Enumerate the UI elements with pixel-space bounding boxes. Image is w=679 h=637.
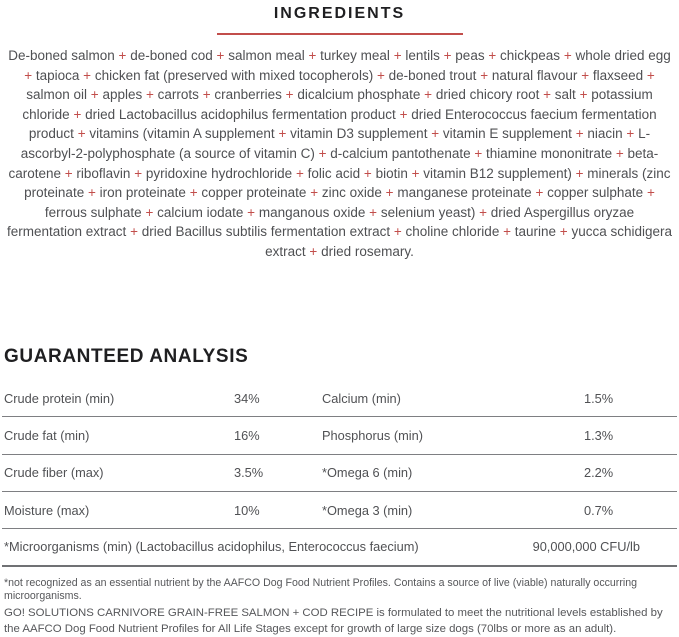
plus-separator: + bbox=[535, 185, 544, 201]
microorganisms-row: *Microorganisms (min) (Lactobacillus aci… bbox=[2, 529, 677, 567]
ga-value-right: 0.7% bbox=[584, 502, 614, 518]
plus-separator: + bbox=[376, 67, 385, 83]
ga-label-left: Crude fiber (max) bbox=[4, 465, 104, 481]
guaranteed-analysis-table: Crude protein (min) 34% Calcium (min) 1.5% C… bbox=[2, 380, 677, 567]
plus-separator: + bbox=[202, 87, 211, 103]
plus-separator: + bbox=[581, 67, 590, 83]
plus-separator: + bbox=[278, 126, 287, 142]
plus-separator: + bbox=[543, 87, 552, 103]
plus-separator: + bbox=[310, 185, 319, 201]
plus-separator: + bbox=[64, 165, 73, 181]
plus-separator: + bbox=[393, 224, 402, 240]
ingredients-text: De-boned salmon + de-boned cod + salmon … bbox=[7, 48, 673, 259]
guaranteed-analysis-rows: Crude protein (min) 34% Calcium (min) 1.5% C… bbox=[2, 380, 677, 530]
plus-separator: + bbox=[563, 48, 572, 63]
plus-separator: + bbox=[431, 126, 440, 142]
plus-separator: + bbox=[443, 48, 452, 63]
plus-separator: + bbox=[87, 185, 96, 201]
plus-separator: + bbox=[479, 204, 488, 220]
ga-value-right: 1.5% bbox=[584, 390, 614, 406]
plus-separator: + bbox=[189, 185, 198, 201]
plus-separator: + bbox=[308, 48, 317, 63]
plus-separator: + bbox=[488, 48, 497, 63]
ga-value-left: 16% bbox=[234, 427, 260, 443]
plus-separator: + bbox=[146, 87, 154, 103]
ga-label-right: Phosphorus (min) bbox=[322, 427, 423, 443]
plus-separator: + bbox=[130, 224, 138, 240]
plus-separator: + bbox=[309, 243, 318, 259]
plus-separator: + bbox=[385, 185, 394, 201]
plus-separator: + bbox=[285, 87, 294, 103]
plus-separator: + bbox=[626, 126, 635, 142]
plus-separator: + bbox=[575, 165, 584, 181]
table-row: Crude fat (min) 16% Phosphorus (min) 1.3% bbox=[2, 417, 677, 455]
aafco-footnote: *not recognized as an essential nutrient… bbox=[4, 577, 638, 602]
plus-separator: + bbox=[363, 165, 372, 181]
ga-label-left: Crude protein (min) bbox=[4, 390, 115, 406]
ga-value-left: 10% bbox=[234, 502, 260, 518]
plus-separator: + bbox=[424, 87, 433, 103]
microorganisms-label: *Microorganisms (min) (Lactobacillus aci… bbox=[4, 539, 419, 555]
plus-separator: + bbox=[73, 106, 82, 122]
plus-separator: + bbox=[83, 67, 92, 83]
plus-separator: + bbox=[579, 87, 588, 103]
ga-value-right: 2.2% bbox=[584, 465, 614, 481]
ga-label-left: Moisture (max) bbox=[4, 502, 90, 518]
plus-separator: + bbox=[646, 67, 655, 83]
microorganisms-value: 90,000,000 CFU/lb bbox=[532, 539, 640, 555]
table-row: Moisture (max) 10% *Omega 3 (min) 0.7% bbox=[2, 492, 677, 530]
ga-label-left: Crude fat (min) bbox=[4, 427, 90, 443]
red-divider-rule bbox=[216, 33, 463, 35]
plus-separator: + bbox=[318, 145, 327, 161]
ingredients-title: INGREDIENTS bbox=[273, 5, 406, 22]
plus-separator: + bbox=[559, 224, 568, 240]
ga-value-right: 1.3% bbox=[584, 427, 614, 443]
plus-separator: + bbox=[646, 185, 655, 201]
plus-separator: + bbox=[216, 48, 225, 63]
ingredients-section: INGREDIENTS De-boned salmon + de-boned c… bbox=[0, 0, 679, 262]
ga-value-left: 34% bbox=[234, 390, 260, 406]
plus-separator: + bbox=[393, 48, 402, 63]
ga-label-right: *Omega 6 (min) bbox=[322, 465, 413, 481]
ga-value-left: 3.5% bbox=[234, 465, 264, 481]
ga-label-right: *Omega 3 (min) bbox=[322, 502, 413, 518]
plus-separator: + bbox=[90, 87, 99, 103]
plus-separator: + bbox=[118, 48, 127, 63]
plus-separator: + bbox=[134, 165, 143, 181]
plus-separator: + bbox=[615, 145, 624, 161]
plus-separator: + bbox=[369, 204, 378, 220]
plus-separator: + bbox=[474, 145, 483, 161]
plus-separator: + bbox=[247, 204, 256, 220]
plus-separator: + bbox=[480, 67, 489, 83]
plus-separator: + bbox=[575, 126, 584, 142]
table-row: Crude fiber (max) 3.5% *Omega 6 (min) 2.2% bbox=[2, 455, 677, 492]
guaranteed-analysis-title: GUARANTEED ANALYSIS bbox=[4, 346, 249, 367]
plus-separator: + bbox=[295, 165, 304, 181]
plus-separator: + bbox=[24, 67, 33, 83]
plus-separator: + bbox=[399, 106, 408, 122]
plus-separator: + bbox=[145, 204, 154, 220]
formulation-statement: GO! SOLUTIONS CARNIVORE GRAIN-FREE SALMO… bbox=[4, 607, 663, 635]
plus-separator: + bbox=[503, 224, 511, 240]
table-row: Crude protein (min) 34% Calcium (min) 1.5% bbox=[2, 380, 677, 418]
plus-separator: + bbox=[411, 165, 420, 181]
plus-separator: + bbox=[77, 126, 86, 142]
ga-label-right: Calcium (min) bbox=[322, 390, 401, 406]
